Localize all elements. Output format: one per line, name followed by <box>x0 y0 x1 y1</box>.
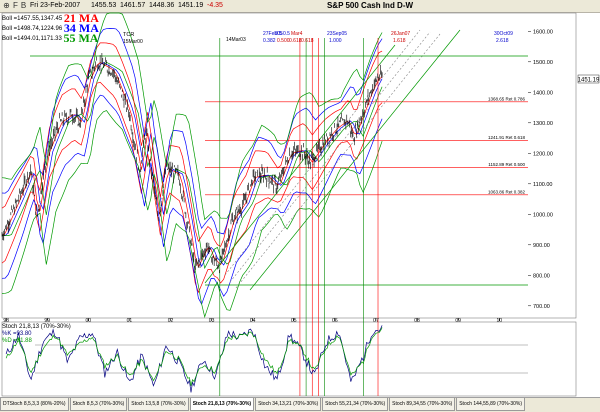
y-tick-label: 900.00 <box>533 243 550 249</box>
annot-hdr-3: 0.5 <box>283 31 290 37</box>
tab-dtstoch[interactable]: DTStoch 8,5,3,3 (80%-20%) <box>0 398 69 411</box>
y-tick-label: 700.00 <box>533 304 550 310</box>
y-tick-label: 1500.00 <box>533 60 553 66</box>
chart-title: S&P 500 Cash Ind D-W <box>326 1 414 10</box>
tab-stoch-55[interactable]: Stoch 55,21,34 (70%-30%) <box>322 398 389 411</box>
x-tick-label: 01 <box>127 318 133 324</box>
annot-ratio-d: 0.618 <box>301 38 314 44</box>
boll34-lower <box>1 94 383 306</box>
stoch-d-line <box>5 327 383 386</box>
annot-ratio-a: 0.382 <box>263 38 276 44</box>
annot-hdr-2: 0.5 <box>275 31 282 37</box>
indicator-tabs: DTStoch 8,5,3,3 (80%-20%) Stoch 8,5,3 (7… <box>0 397 600 412</box>
bar-high: 1461.57 <box>120 2 146 9</box>
annot-oct09: 30Oct09 <box>494 31 513 37</box>
annot-mar03: 14Mar03 <box>226 37 246 43</box>
annot-tcr: TCR <box>123 32 134 38</box>
pushpin-icon[interactable]: ⊕ <box>3 1 10 10</box>
chart-bar-icon[interactable]: B <box>20 1 27 10</box>
ma34-line <box>2 62 383 268</box>
price-chart[interactable]: 1600.00 1500.00 1400.00 1300.00 1200.00 1100.… <box>0 0 600 397</box>
stoch-k-label: %K =93.80 <box>2 331 32 337</box>
legend-21ma-label: 21 MA <box>63 11 99 25</box>
last-price-label: 1451.19 <box>578 78 600 84</box>
fib-level-label: 1368.65 Ret 0.786 <box>488 96 526 101</box>
annot-jan07-val: 1.618 <box>393 38 406 44</box>
annot-ratio-b: 0.500 <box>277 38 290 44</box>
legend-21ma-values: Boll =1457.55,1347.45 <box>2 16 63 22</box>
legend-21ma: Boll =1457.55,1347.45 21 MA <box>2 11 99 25</box>
boll55-lower <box>1 110 383 319</box>
bar-change: -4.35 <box>207 2 223 9</box>
y-tick-label: 800.00 <box>533 273 550 279</box>
bar-open: 1455.53 <box>91 2 117 9</box>
legend-34ma-values: Boll =1498.74,1224.96 <box>2 26 63 32</box>
x-tick-label: 02 <box>168 318 174 324</box>
bar-date: Fri 23-Feb-2007 <box>30 2 81 9</box>
toolbar: ⊕ F B Fri 23-Feb-2007 1455.53 1461.57 14… <box>0 0 600 13</box>
channel-line-dash-a <box>224 29 421 276</box>
x-tick-label: 00 <box>86 318 92 324</box>
tab-stoch-8[interactable]: Stoch 8,5,3 (70%-30%) <box>69 398 128 411</box>
channel-line-dash-c <box>235 33 441 289</box>
fib-level-label: 1063.86 Ret 0.382 <box>488 189 526 194</box>
x-tick-label: 09 <box>455 318 461 324</box>
annot-jan07: 26Jan07 <box>391 31 410 37</box>
annot-sep05: 23Sep05 <box>327 31 347 37</box>
x-tick-label: 10 <box>496 318 502 324</box>
last-price-tag <box>577 74 600 84</box>
y-tick-label: 1600.00 <box>533 29 553 35</box>
annot-feb05: 27Feb05 <box>263 31 283 37</box>
boll21-upper <box>1 42 383 247</box>
channel-line-lower <box>249 29 461 291</box>
fib-level-label: 1152.89 Ret 0.500 <box>488 162 525 167</box>
x-tick-label: 07 <box>373 318 379 324</box>
stoch-d-label: %D =91.88 <box>2 338 32 344</box>
legend-55ma-values: Boll =1494.01,1171.33 <box>2 36 62 42</box>
annot-hdr-4: Mar4 <box>291 31 303 37</box>
tab-stoch-13[interactable]: Stoch 13,5,8 (70%-30%) <box>128 398 189 411</box>
y-tick-label: 1200.00 <box>533 151 553 157</box>
stoch-legend: Stoch 21,8,13 (70%-30%) %K =93.80 %D =91… <box>2 324 71 345</box>
stoch-panel-frame <box>1 321 577 397</box>
channel-line-dash-b <box>229 31 431 283</box>
y-tick-label: 1100.00 <box>533 182 552 188</box>
x-tick-label: 04 <box>250 318 256 324</box>
x-tick-label: 05 <box>291 318 297 324</box>
boll55-upper <box>1 12 383 221</box>
annot-sep05-val: 1.000 <box>329 38 342 44</box>
legend-34ma-label: 34 MA <box>63 21 99 35</box>
legend-34ma: Boll =1498.74,1224.96 34 MA <box>2 21 99 35</box>
ma55-line <box>2 61 383 270</box>
annot-tcr-date: 15Mar00 <box>123 39 143 45</box>
legend-55ma: Boll =1494.01,1171.33 55 MA <box>2 31 99 45</box>
bar-low: 1448.36 <box>149 2 175 9</box>
stoch-params: Stoch 21,8,13 (70%-30%) <box>2 324 71 330</box>
bar-close: 1451.19 <box>178 2 204 9</box>
y-tick-label: 1300.00 <box>533 121 553 127</box>
x-tick-label: 03 <box>209 318 215 324</box>
chart-type-icon[interactable]: F <box>13 1 18 10</box>
tab-stoch-89[interactable]: Stoch 89,34,55 (70%-30%) <box>389 398 456 411</box>
x-tick-label: 08 <box>414 318 420 324</box>
tab-stoch-21[interactable]: Stoch 21,8,13 (70%-30%) <box>189 398 255 411</box>
y-tick-label: 1400.00 <box>533 90 553 96</box>
annot-ratio-c: 0.618 <box>289 38 302 44</box>
x-tick-label: 98 <box>3 318 9 324</box>
x-tick-label: 99 <box>44 318 50 324</box>
price-panel-frame <box>1 12 577 319</box>
fib-level-label: 1241.91 Ret 0.618 <box>488 135 526 140</box>
tab-stoch-34[interactable]: Stoch 34,13,21 (70%-30%) <box>255 398 322 411</box>
tab-stoch-144[interactable]: Stoch 144,55,89 (70%-30%) <box>456 398 526 411</box>
annot-oct09-val: 2.618 <box>496 38 509 44</box>
y-tick-label: 1000.00 <box>533 212 553 218</box>
legend-55ma-label: 55 MA <box>63 31 99 45</box>
boll34-upper <box>1 28 383 235</box>
ma21-line <box>1 62 383 268</box>
x-tick-label: 06 <box>332 318 338 324</box>
